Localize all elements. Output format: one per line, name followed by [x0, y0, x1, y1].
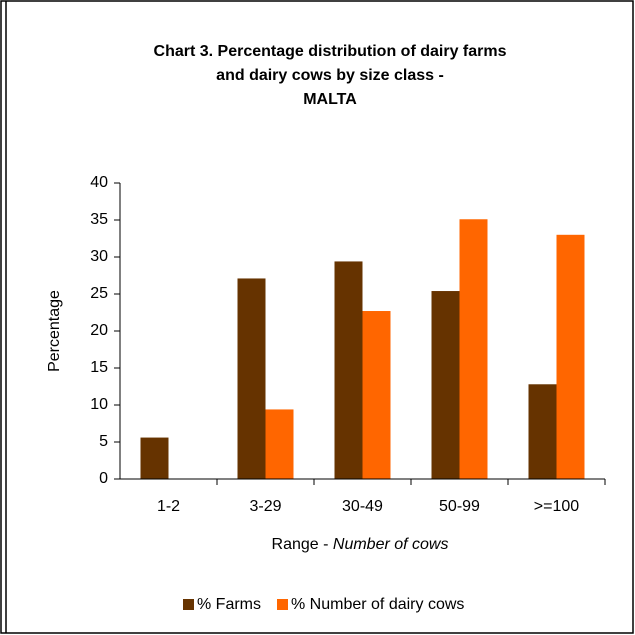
y-tick-label: 10 — [90, 396, 108, 413]
x-tick-label: 1-2 — [157, 498, 180, 515]
x-tick-label: 3-29 — [249, 498, 281, 515]
legend-swatch — [183, 599, 194, 610]
y-tick-label: 15 — [90, 359, 108, 376]
bar — [431, 291, 460, 479]
x-tick-label: 30-49 — [342, 498, 383, 515]
y-tick-label: 40 — [90, 174, 108, 191]
bar — [265, 409, 294, 479]
bar — [528, 384, 557, 479]
y-tick-label: 25 — [90, 285, 108, 302]
bar — [237, 278, 266, 479]
chart-title: and dairy cows by size class - — [216, 67, 444, 84]
legend-label: % Farms — [197, 596, 261, 613]
chart-title: Chart 3. Percentage distribution of dair… — [154, 43, 507, 60]
x-axis-label: Range - Number of cows — [272, 536, 449, 553]
y-tick-label: 35 — [90, 211, 108, 228]
bar — [459, 219, 488, 479]
x-axis-label-part: Range - — [272, 536, 333, 553]
y-tick-label: 0 — [99, 470, 108, 487]
bar — [334, 261, 363, 479]
bar — [140, 437, 169, 479]
y-axis-label: Percentage — [46, 290, 63, 372]
y-tick-label: 20 — [90, 322, 108, 339]
bar — [362, 311, 391, 479]
x-tick-label: 50-99 — [439, 498, 480, 515]
y-tick-label: 30 — [90, 248, 108, 265]
legend-swatch — [277, 599, 288, 610]
bar — [556, 234, 585, 479]
y-tick-label: 5 — [99, 433, 108, 450]
legend-label: % Number of dairy cows — [291, 596, 464, 613]
x-tick-label: >=100 — [534, 498, 579, 515]
x-axis-label-part: Number of cows — [333, 536, 449, 553]
chart-title: MALTA — [303, 91, 357, 108]
